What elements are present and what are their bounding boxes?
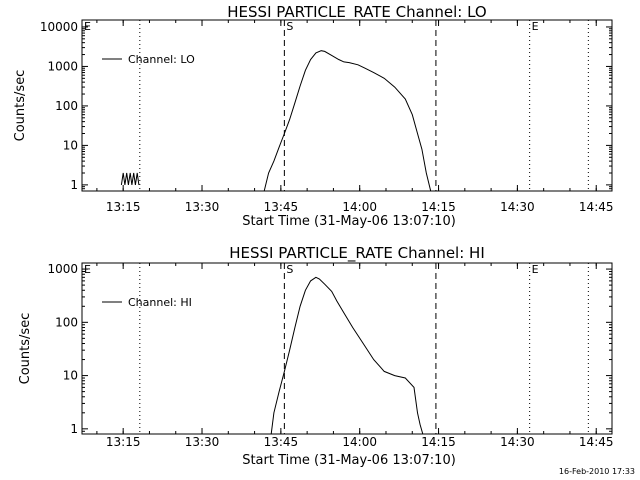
chart-panel-hi: HESSI PARTICLE_RATE Channel: HI Counts/se… [18, 244, 614, 468]
y-tick-label: 10 [63, 369, 78, 383]
y-axis-label: Counts/sec [13, 70, 28, 142]
x-tick-label: 14:15 [421, 435, 456, 449]
x-tick-label: 13:15 [106, 200, 141, 214]
y-tick-label: 1 [70, 422, 78, 436]
plot-frame [81, 19, 613, 192]
x-tick-label: 14:45 [579, 200, 614, 214]
x-tick-label: 13:45 [264, 200, 299, 214]
chart-title: HESSI PARTICLE_RATE Channel: LO [227, 3, 486, 22]
marker-label: E [532, 20, 539, 33]
x-axis-label: Start Time (31-May-06 13:07:10) [242, 214, 456, 229]
marker-label: S [286, 20, 293, 33]
marker-label: E [84, 263, 91, 276]
y-tick-label: 1000 [47, 262, 78, 276]
x-tick-label: 14:30 [500, 200, 535, 214]
marker-label: E [532, 263, 539, 276]
marker-label: E [84, 20, 91, 33]
x-tick-label: 13:45 [264, 435, 299, 449]
x-tick-label: 13:30 [185, 200, 220, 214]
x-tick-label: 14:00 [342, 435, 377, 449]
y-tick-label: 1 [70, 178, 78, 192]
series-line [120, 172, 140, 185]
y-tick-label: 100 [55, 315, 78, 329]
legend-label: Channel: LO [128, 53, 195, 66]
plot-frame [81, 262, 613, 435]
series-line [270, 276, 424, 434]
y-tick-label: 1000 [47, 59, 78, 73]
x-axis-label: Start Time (31-May-06 13:07:10) [242, 453, 456, 468]
x-tick-label: 14:45 [579, 435, 614, 449]
x-tick-label: 14:15 [421, 200, 456, 214]
chart-title: HESSI PARTICLE_RATE Channel: HI [229, 244, 485, 263]
series-line [263, 50, 432, 191]
y-tick-label: 10 [63, 138, 78, 152]
chart-panel-lo: HESSI PARTICLE_RATE Channel: LO Counts/se… [13, 3, 614, 229]
y-axis-label: Counts/sec [18, 313, 33, 385]
marker-label: S [286, 263, 293, 276]
x-tick-label: 13:30 [185, 435, 220, 449]
x-tick-label: 14:30 [500, 435, 535, 449]
legend-label: Channel: HI [128, 296, 192, 309]
y-tick-label: 100 [55, 99, 78, 113]
footer-timestamp: 16-Feb-2010 17:33 [559, 467, 635, 476]
x-tick-label: 14:00 [342, 200, 377, 214]
x-tick-label: 13:15 [106, 435, 141, 449]
y-tick-label: 10000 [40, 20, 78, 34]
